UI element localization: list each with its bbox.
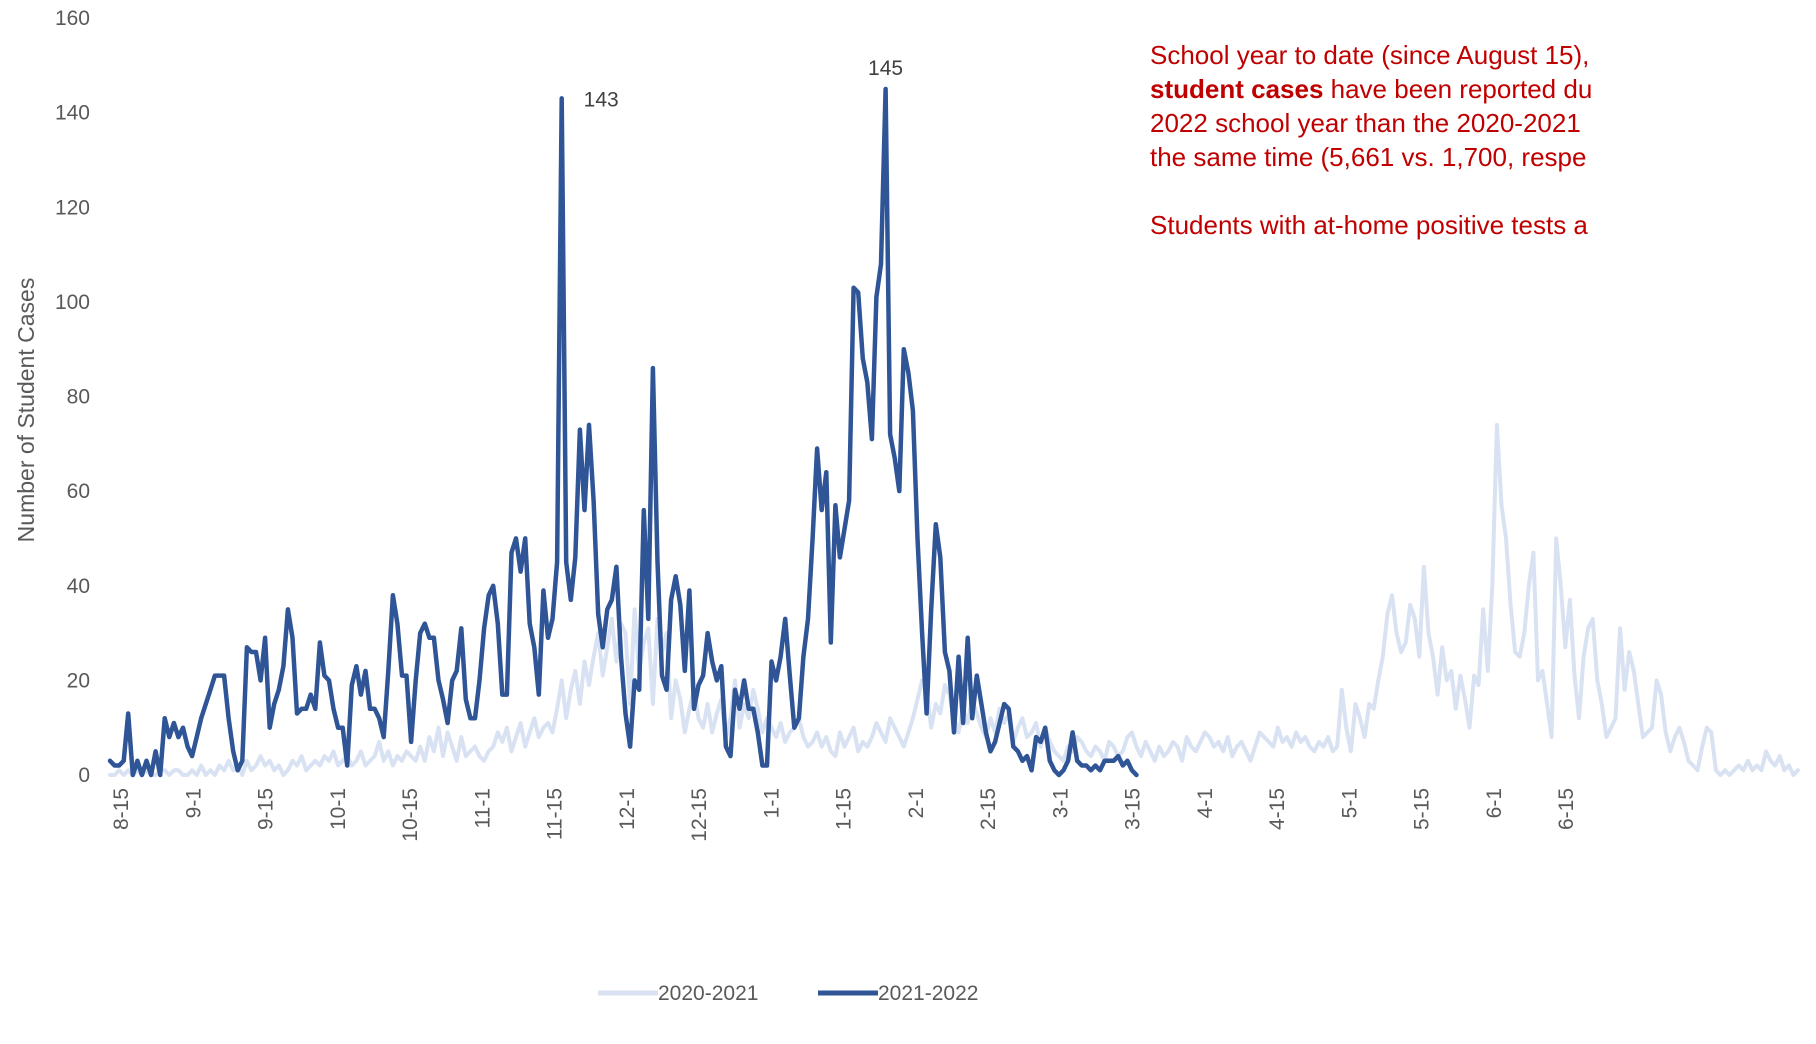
x-tick-label: 8-15 (110, 788, 133, 830)
chart-legend: 2020-2021 2021-2022 (598, 982, 978, 1005)
x-tick-label: 1-1 (760, 788, 783, 818)
y-tick-label: 100 (55, 291, 90, 314)
x-tick-label: 6-15 (1555, 788, 1578, 830)
x-tick-label: 12-15 (688, 788, 711, 842)
x-tick-label: 11-15 (544, 788, 567, 840)
peak-labels: 143 145 (584, 57, 903, 111)
x-tick-label: 2-15 (977, 788, 1000, 830)
annotation-text: School year to date (since August 15), s… (1150, 38, 1816, 242)
y-tick-label: 120 (55, 196, 90, 219)
x-tick-label: 9-1 (182, 788, 205, 818)
series-line-2021-2022 (107, 86, 1139, 778)
y-tick-label: 0 (78, 764, 90, 787)
x-tick-label: 11-1 (471, 788, 494, 828)
y-tick-label: 40 (67, 575, 90, 598)
x-tick-label: 4-15 (1266, 788, 1289, 830)
x-tick-label: 6-1 (1483, 788, 1506, 818)
annotation-line-2: student cases have been reported du (1150, 72, 1816, 106)
x-axis-tick-labels: 8-15 9-1 9-15 10-1 10-15 11-1 11-15 12-1 12-15 1-… (110, 788, 1578, 842)
y-tick-label: 140 (55, 102, 90, 125)
peak-label: 145 (868, 57, 903, 80)
x-tick-label: 3-15 (1122, 788, 1145, 830)
x-tick-label: 10-1 (327, 788, 350, 830)
y-tick-label: 60 (67, 480, 90, 503)
y-tick-label: 160 (55, 7, 90, 30)
annotation-line-5: Students with at-home positive tests a (1150, 210, 1588, 240)
x-tick-label: 9-15 (255, 788, 278, 830)
peak-label: 143 (584, 88, 619, 111)
x-tick-label: 1-15 (833, 788, 856, 830)
x-tick-label: 4-1 (1194, 788, 1217, 818)
annotation-line-2-rest: have been reported du (1323, 74, 1593, 104)
annotation-line-3: 2022 school year than the 2020-2021 (1150, 108, 1581, 138)
x-tick-label: 2-1 (905, 788, 928, 818)
x-tick-label: 10-15 (399, 788, 422, 842)
legend-label: 2021-2022 (878, 982, 978, 1005)
x-tick-label: 12-1 (616, 788, 639, 830)
y-axis-title: Number of Student Cases (13, 278, 39, 543)
annotation-line-1: School year to date (since August 15), (1150, 40, 1590, 70)
y-axis-tick-labels: 0 20 40 60 80 100 120 140 160 (55, 7, 90, 787)
annotation-bold-student-cases: student cases (1150, 74, 1324, 104)
y-tick-label: 80 (67, 386, 90, 409)
annotation-line-4: the same time (5,661 vs. 1,700, respe (1150, 142, 1587, 172)
legend-label: 2020-2021 (658, 982, 758, 1005)
y-tick-label: 20 (67, 669, 90, 692)
x-tick-label: 5-1 (1338, 788, 1361, 818)
x-tick-label: 3-1 (1049, 788, 1072, 818)
x-tick-label: 5-15 (1411, 788, 1434, 830)
series-lines (107, 86, 1800, 778)
